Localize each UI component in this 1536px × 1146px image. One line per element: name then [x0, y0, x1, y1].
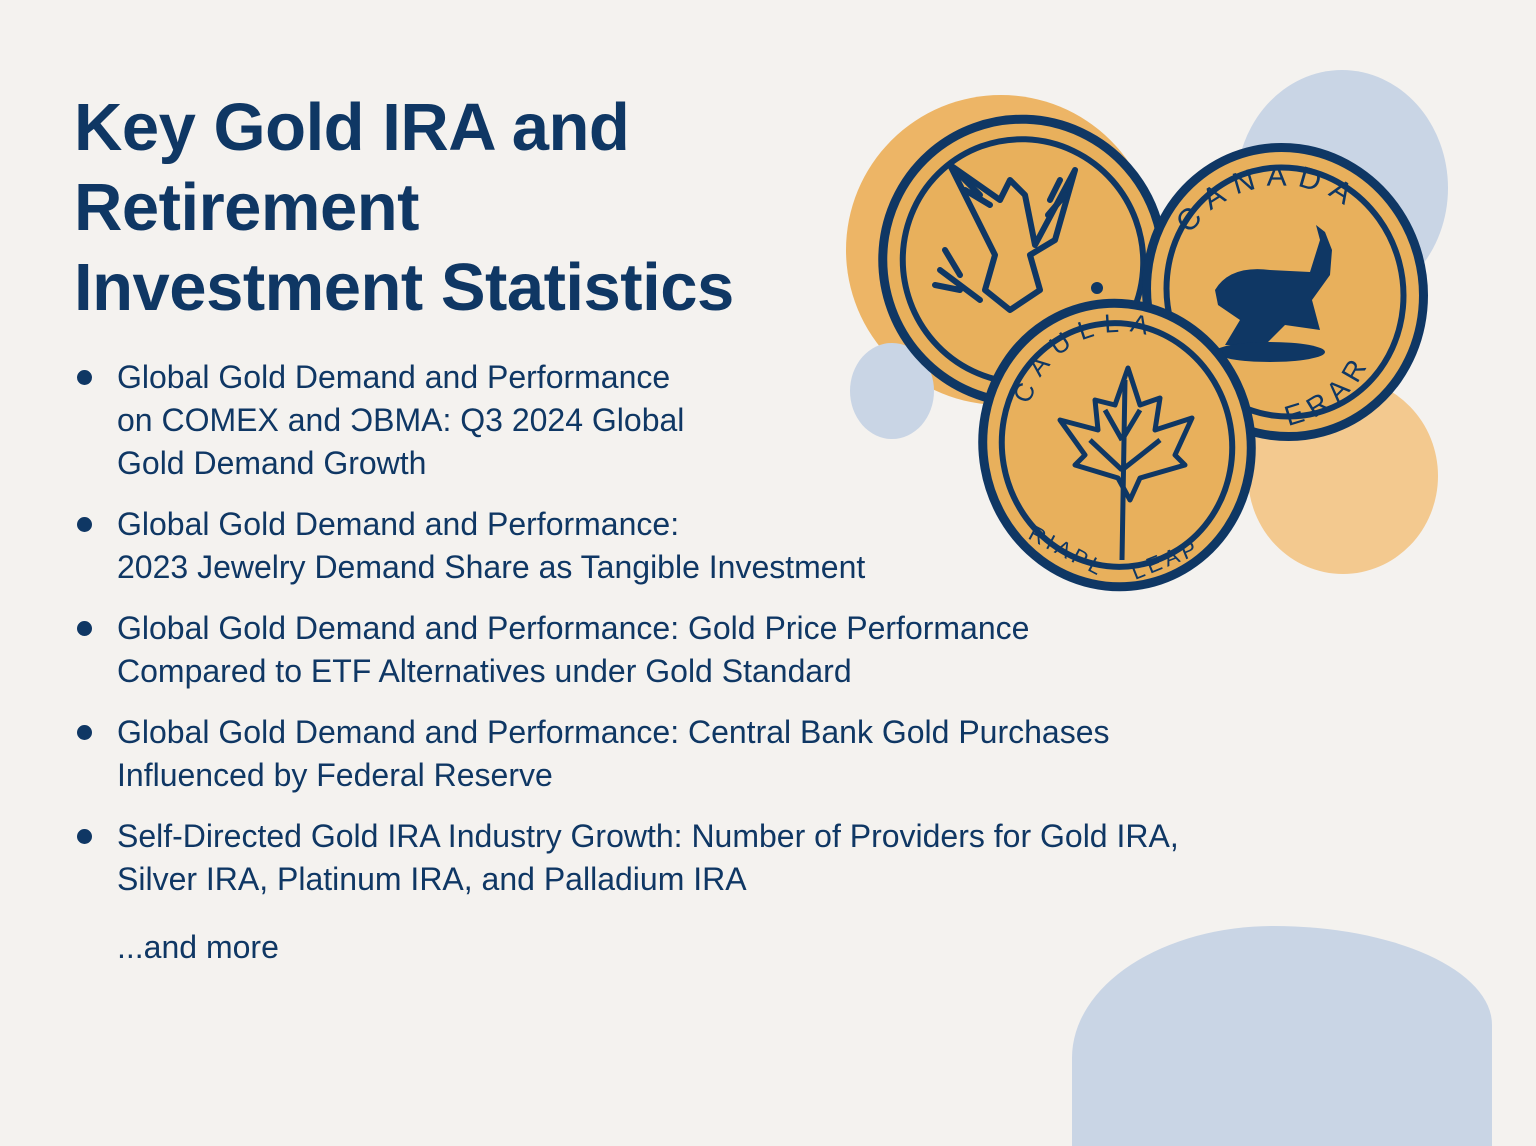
decorative-blue-circle-top-right	[1236, 70, 1448, 306]
list-item-text: on COMEX and ƆBMA: Q3 2024 Global	[117, 402, 685, 438]
list-item-text: Global Gold Demand and Performance: Gold…	[117, 610, 1030, 646]
list-item-text: Silver IRA, Platinum IRA, and Palladium …	[117, 861, 747, 897]
bullet-icon	[77, 370, 92, 385]
list-item-text: Global Gold Demand and Performance	[117, 359, 671, 395]
list-item: Global Gold Demand and Performance: Gold…	[74, 607, 1179, 693]
list-item-text: Global Gold Demand and Performance: Cent…	[117, 714, 1110, 750]
list-item: Self-Directed Gold IRA Industry Growth: …	[74, 815, 1179, 901]
page-title: Key Gold IRA and Retirement Investment S…	[74, 88, 874, 328]
list-item-text: Gold Demand Growth	[117, 445, 427, 481]
decorative-gold-circle-bottom-right	[1248, 378, 1438, 574]
bullet-icon	[77, 621, 92, 636]
statistics-list: Global Gold Demand and Performance on CO…	[74, 356, 1179, 919]
and-more-label: ...and more	[117, 929, 279, 965]
bullet-icon	[77, 829, 92, 844]
list-item-text: 2023 Jewelry Demand Share as Tangible In…	[117, 549, 866, 585]
title-line-1: Key Gold IRA and	[74, 90, 630, 165]
bullet-icon	[77, 725, 92, 740]
list-item-text: Influenced by Federal Reserve	[117, 757, 553, 793]
list-item-text: Compared to ETF Alternatives under Gold …	[117, 653, 852, 689]
bullet-icon	[77, 517, 92, 532]
list-item-text: Global Gold Demand and Performance:	[117, 506, 680, 542]
list-item: Global Gold Demand and Performance on CO…	[74, 356, 1179, 485]
list-item: Global Gold Demand and Performance: 2023…	[74, 503, 1179, 589]
decorative-blue-blob-bottom	[1072, 926, 1492, 1146]
list-item-text: Self-Directed Gold IRA Industry Growth: …	[117, 818, 1179, 854]
list-item: Global Gold Demand and Performance: Cent…	[74, 711, 1179, 797]
title-line-2: Retirement	[74, 170, 419, 245]
title-line-3: Investment Statistics	[74, 250, 734, 325]
